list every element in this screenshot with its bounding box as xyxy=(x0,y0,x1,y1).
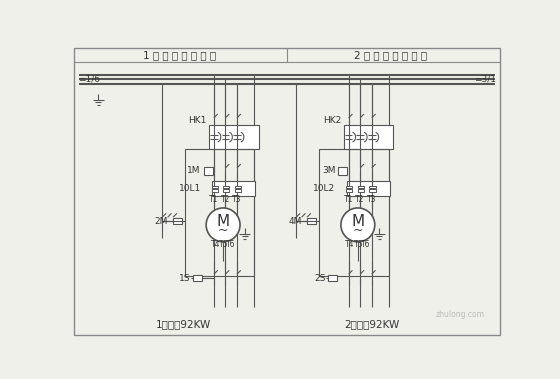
Text: zhulong.com: zhulong.com xyxy=(436,310,485,319)
Bar xyxy=(212,181,255,196)
Bar xyxy=(347,181,390,196)
Text: ~: ~ xyxy=(218,224,228,237)
Text: 2S: 2S xyxy=(314,274,325,282)
Bar xyxy=(223,189,229,192)
Bar xyxy=(173,218,183,224)
Text: T4: T4 xyxy=(346,240,355,249)
Text: =1/6: =1/6 xyxy=(78,75,100,84)
Text: T6: T6 xyxy=(226,240,236,249)
Text: 10L1: 10L1 xyxy=(179,184,200,193)
Text: T1: T1 xyxy=(209,195,218,204)
Circle shape xyxy=(206,208,240,242)
Bar xyxy=(358,186,364,188)
Bar xyxy=(185,149,254,276)
Bar xyxy=(346,186,352,188)
Text: T6: T6 xyxy=(361,240,370,249)
Text: 1号机组92KW: 1号机组92KW xyxy=(156,319,211,329)
Text: 1 号 压 缩 机 主 电 路: 1 号 压 缩 机 主 电 路 xyxy=(143,50,216,61)
Text: HK1: HK1 xyxy=(188,116,206,125)
Bar xyxy=(346,189,352,192)
Bar xyxy=(212,189,218,192)
Bar xyxy=(235,189,241,192)
Bar xyxy=(338,167,347,175)
Text: 4M: 4M xyxy=(289,216,302,226)
Bar xyxy=(223,186,229,188)
Bar xyxy=(235,186,241,188)
Text: 2M: 2M xyxy=(154,216,167,226)
Text: ~: ~ xyxy=(353,224,363,237)
Text: T3: T3 xyxy=(367,195,376,204)
Bar xyxy=(319,149,389,276)
Text: 3M: 3M xyxy=(322,166,335,175)
Bar xyxy=(193,275,202,281)
Text: 1M: 1M xyxy=(187,166,200,175)
Text: M: M xyxy=(217,214,230,229)
Bar xyxy=(328,275,337,281)
Text: 1S: 1S xyxy=(179,274,191,282)
Bar xyxy=(212,186,218,188)
Bar xyxy=(209,125,259,149)
Text: T5: T5 xyxy=(219,240,228,249)
Bar xyxy=(307,218,316,224)
Text: T1: T1 xyxy=(344,195,353,204)
Text: 2号机组92KW: 2号机组92KW xyxy=(344,319,399,329)
Bar xyxy=(370,186,376,188)
Text: =3/1: =3/1 xyxy=(474,75,496,84)
Bar xyxy=(358,189,364,192)
Text: M: M xyxy=(351,214,365,229)
Circle shape xyxy=(341,208,375,242)
Text: T4: T4 xyxy=(211,240,220,249)
Text: T5: T5 xyxy=(354,240,363,249)
Text: 10L2: 10L2 xyxy=(314,184,335,193)
Text: T2: T2 xyxy=(221,195,230,204)
Bar xyxy=(370,189,376,192)
Text: 2 号 压 缩 机 主 电 路: 2 号 压 缩 机 主 电 路 xyxy=(354,50,427,61)
Bar xyxy=(204,167,213,175)
Text: T2: T2 xyxy=(356,195,365,204)
Bar xyxy=(344,125,393,149)
Text: HK2: HK2 xyxy=(323,116,341,125)
Text: T3: T3 xyxy=(232,195,242,204)
